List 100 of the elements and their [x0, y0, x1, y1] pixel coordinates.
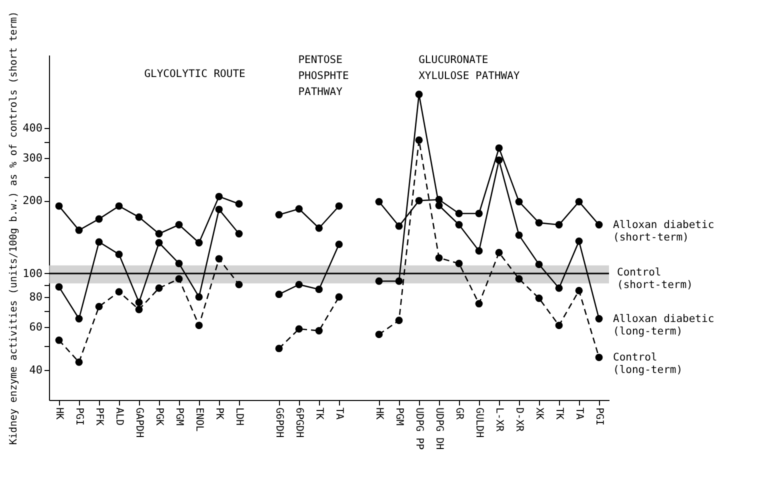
- point: [575, 286, 583, 294]
- point: [515, 231, 523, 239]
- point: [435, 254, 443, 262]
- point: [295, 325, 303, 333]
- point: [55, 336, 63, 344]
- point: [115, 288, 123, 296]
- point: [75, 315, 83, 322]
- point: [395, 277, 403, 285]
- y-tick-label: 40: [29, 363, 42, 376]
- point: [95, 238, 103, 246]
- point: [195, 322, 203, 330]
- x-tick-label: GR: [454, 408, 464, 421]
- x-tick-label: PGM: [174, 408, 184, 426]
- point: [475, 210, 483, 218]
- x-tick-label: GULDH: [474, 408, 484, 438]
- x-tick-label: D-XR: [514, 408, 524, 433]
- point: [595, 315, 603, 322]
- point: [115, 202, 123, 210]
- point: [375, 198, 383, 206]
- point: [335, 202, 343, 210]
- ref-line-label: Control (short-term): [617, 266, 693, 291]
- point: [515, 275, 523, 283]
- point: [315, 286, 323, 294]
- series-label: Alloxan diabetic (long-term): [613, 312, 714, 338]
- point: [315, 327, 323, 334]
- point: [415, 90, 423, 98]
- point: [195, 239, 203, 246]
- x-tick-label: PGI: [594, 408, 604, 426]
- point: [55, 202, 63, 210]
- point: [495, 156, 503, 164]
- y-tick-label: 100: [22, 266, 42, 280]
- point: [155, 284, 163, 292]
- x-tick-label: L-XR: [494, 408, 504, 433]
- point: [455, 260, 463, 268]
- point: [235, 200, 243, 208]
- x-tick-label: TA: [574, 408, 584, 420]
- x-tick-label: PK: [214, 408, 224, 420]
- x-tick-label: HK: [54, 408, 64, 420]
- point: [535, 219, 543, 227]
- point: [575, 237, 583, 245]
- point: [575, 198, 583, 206]
- x-tick-label: HK: [374, 408, 384, 420]
- point: [595, 221, 603, 228]
- point: [375, 330, 383, 338]
- point: [415, 136, 423, 144]
- point: [235, 280, 243, 288]
- point: [275, 344, 283, 352]
- point: [55, 283, 63, 291]
- point: [135, 306, 143, 314]
- point: [95, 215, 103, 223]
- x-tick-label: LDH: [234, 408, 244, 426]
- x-tick-label: G6PDH: [274, 408, 284, 438]
- x-tick-label: PGI: [74, 408, 84, 426]
- point: [595, 354, 603, 362]
- x-tick-label: TK: [554, 408, 564, 420]
- point: [455, 221, 463, 228]
- series-label: Control (long-term): [613, 351, 683, 376]
- point: [475, 247, 483, 255]
- y-axis-title: Kidney enzyme activities (units/100g b.w.) as % of controls (short term): [8, 11, 20, 445]
- point: [215, 192, 223, 200]
- point: [195, 293, 203, 301]
- point: [555, 221, 563, 228]
- x-tick-label: UDPG PP: [414, 408, 424, 450]
- x-tick-label: TK: [314, 408, 324, 420]
- point: [75, 358, 83, 366]
- point: [555, 322, 563, 330]
- annotation: PENTOSE PHOSPHTE PATHWAY: [298, 54, 349, 98]
- point: [115, 250, 123, 258]
- x-tick-label: UDPG DH: [434, 408, 444, 450]
- point: [555, 284, 563, 292]
- point: [155, 230, 163, 238]
- y-tick-label: 400: [22, 121, 42, 134]
- point: [275, 210, 283, 218]
- point: [135, 298, 143, 306]
- x-tick-label: PGK: [154, 408, 164, 426]
- x-tick-label: ENOL: [194, 408, 204, 432]
- point: [135, 213, 143, 221]
- point: [215, 255, 223, 263]
- annotation: GLYCOLYTIC ROUTE: [144, 68, 246, 80]
- y-tick-label: 200: [22, 194, 42, 208]
- point: [315, 224, 323, 232]
- point: [295, 205, 303, 213]
- x-tick-label: GAPDH: [134, 408, 144, 438]
- point: [495, 144, 503, 152]
- point: [215, 206, 223, 214]
- y-tick-label: 80: [29, 290, 42, 304]
- x-tick-label: PFK: [94, 408, 104, 426]
- x-tick-label: 6PGDH: [294, 408, 304, 438]
- point: [495, 248, 503, 256]
- point: [535, 260, 543, 268]
- point: [535, 294, 543, 302]
- point: [395, 222, 403, 230]
- point: [455, 210, 463, 218]
- point: [155, 239, 163, 246]
- point: [395, 316, 403, 324]
- point: [435, 202, 443, 210]
- point: [175, 260, 183, 268]
- annotation: GLUCURONATE XYLULOSE PATHWAY: [418, 54, 520, 82]
- y-tick-label: 60: [29, 320, 42, 334]
- x-tick-label: XK: [534, 408, 544, 420]
